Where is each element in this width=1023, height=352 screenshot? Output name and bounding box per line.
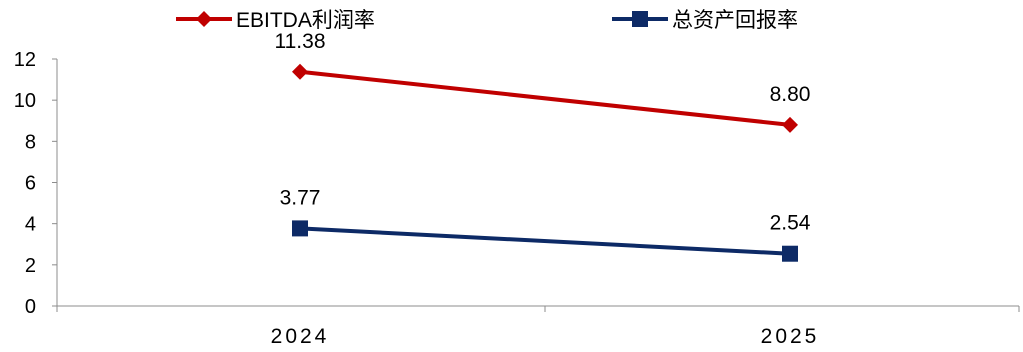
y-tick-label: 0 (25, 296, 36, 318)
x-tick-label: 2025 (761, 325, 820, 348)
y-tick-label: 12 (14, 49, 36, 71)
data-label: 3.77 (280, 186, 321, 209)
series-line-2 (299, 226, 791, 256)
y-tick-label: 6 (25, 173, 36, 195)
series-line-1 (299, 69, 791, 127)
legend: EBITDA利润率 总资产回报率 (176, 9, 798, 32)
y-tick-label: 4 (25, 214, 36, 236)
legend-item-1: EBITDA利润率 (176, 9, 375, 32)
x-tick-label: 2024 (271, 325, 330, 348)
legend-square-marker (632, 11, 648, 27)
data-label: 8.80 (770, 83, 811, 106)
data-point-marker (782, 245, 798, 262)
data-point-marker (782, 116, 798, 133)
y-tick-label: 8 (25, 131, 36, 153)
y-tick-label: 10 (14, 90, 36, 112)
data-label: 11.38 (275, 30, 326, 53)
data-point-marker (292, 220, 308, 237)
x-axis: 2024 2025 (56, 305, 1020, 348)
legend-item-2: 总资产回报率 (612, 9, 798, 32)
legend-label: EBITDA利润率 (236, 9, 375, 32)
data-labels: 11.38 8.80 3.77 2.54 (275, 30, 811, 235)
series-layer (292, 63, 798, 262)
data-point-marker (292, 63, 308, 80)
legend-diamond-marker (196, 11, 212, 27)
y-tick-label: 2 (25, 255, 36, 277)
data-label: 2.54 (770, 212, 811, 235)
y-axis: 0 2 4 6 8 10 12 (14, 49, 58, 318)
legend-label: 总资产回报率 (672, 9, 798, 32)
